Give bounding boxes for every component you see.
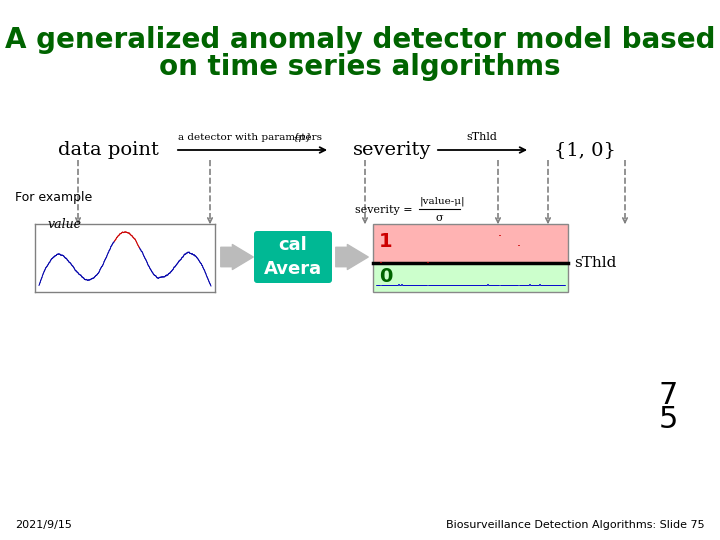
Text: |value-μ|: |value-μ|	[420, 197, 466, 206]
Text: 7: 7	[658, 381, 678, 409]
Text: a detector with parameters: a detector with parameters	[179, 133, 325, 142]
FancyArrowPatch shape	[336, 245, 368, 269]
Text: {p}: {p}	[293, 133, 313, 142]
Text: on time series algorithms: on time series algorithms	[159, 53, 561, 81]
Text: 2021/9/15: 2021/9/15	[15, 520, 72, 530]
Text: σ: σ	[435, 213, 443, 223]
Text: 1: 1	[379, 232, 392, 251]
Text: Biosurveillance Detection Algorithms: Slide 75: Biosurveillance Detection Algorithms: Sl…	[446, 520, 705, 530]
Text: cal
Avera: cal Avera	[264, 236, 322, 278]
Bar	[373, 224, 568, 264]
FancyArrowPatch shape	[221, 245, 253, 269]
Text: A generalized anomaly detector model based: A generalized anomaly detector model bas…	[5, 26, 715, 54]
Text: {1, 0}: {1, 0}	[554, 141, 616, 159]
Text: 0: 0	[379, 267, 392, 286]
Bar	[373, 224, 568, 292]
Text: sThld: sThld	[467, 132, 498, 142]
Text: value: value	[48, 219, 82, 232]
Text: sThld: sThld	[574, 256, 616, 271]
Text: For example: For example	[15, 192, 92, 205]
FancyBboxPatch shape	[254, 231, 332, 283]
Text: severity: severity	[353, 141, 431, 159]
Text: 5: 5	[658, 406, 678, 435]
Text: data point: data point	[58, 141, 158, 159]
Text: severity =: severity =	[356, 205, 413, 215]
Bar	[373, 264, 568, 292]
